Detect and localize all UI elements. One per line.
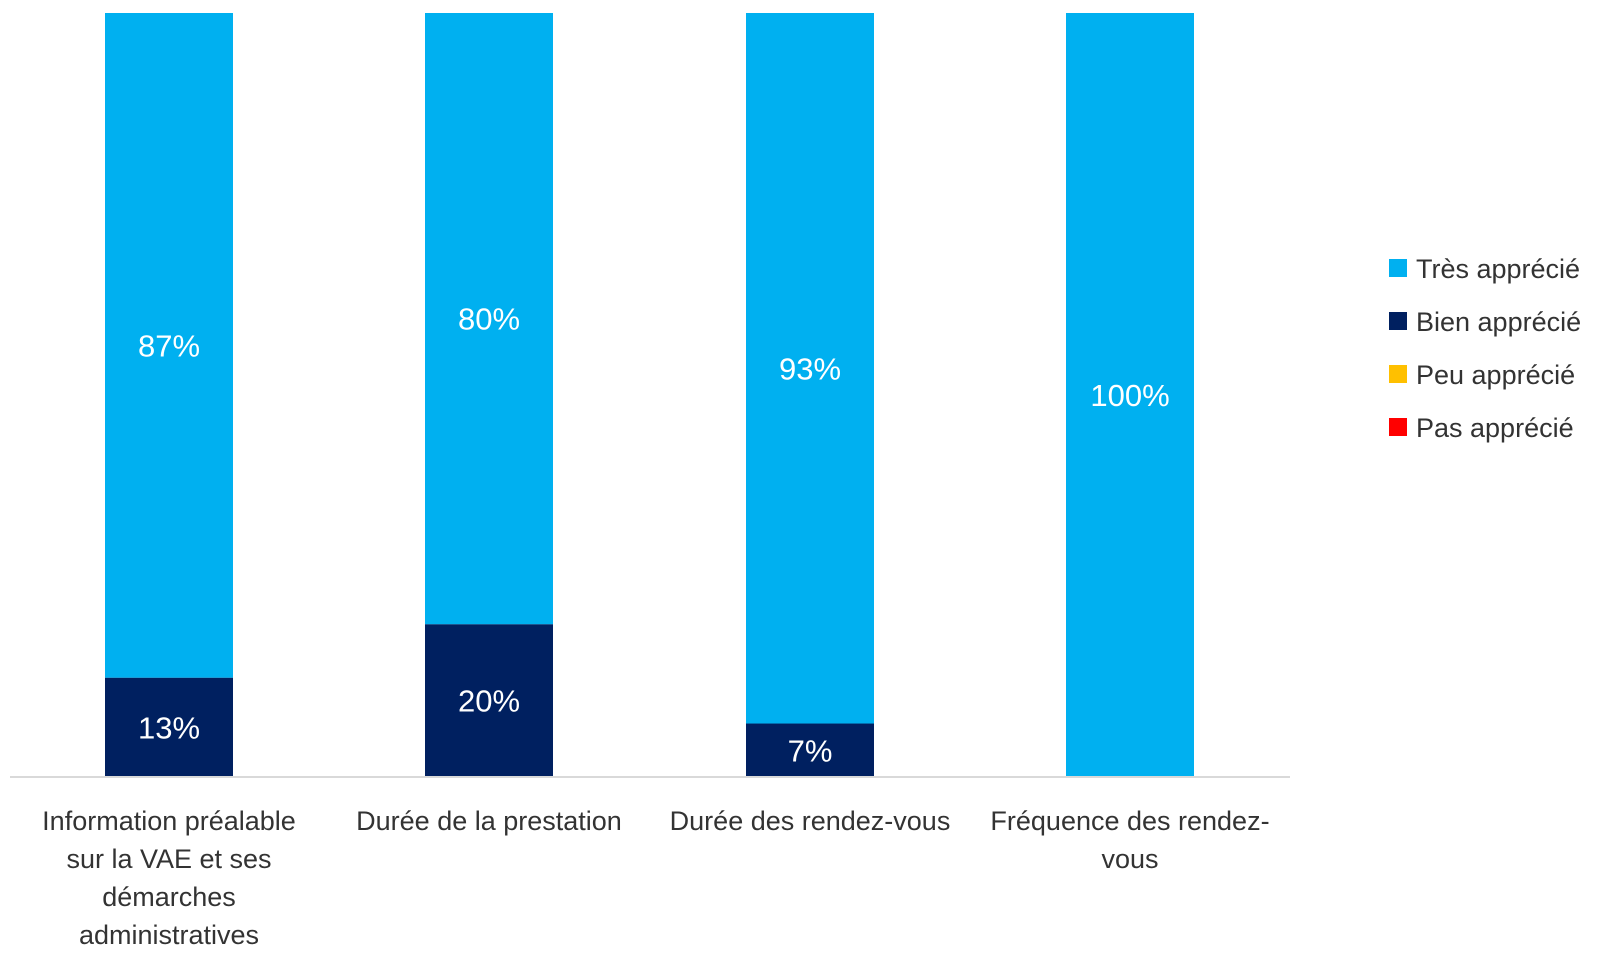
bars-layer <box>105 13 1194 777</box>
bar-value-label: 93% <box>779 351 841 386</box>
bar-value-label: 7% <box>788 733 833 768</box>
bar-value-label: 87% <box>138 328 200 363</box>
legend-label: Peu apprécié <box>1416 360 1575 390</box>
category-label-line: vous <box>1101 844 1158 874</box>
category-label: Durée de la prestation <box>356 806 622 836</box>
bar-tres-apprecie-0 <box>105 13 233 678</box>
category-label-line: Durée de la prestation <box>356 806 622 836</box>
legend-label: Très apprécié <box>1416 254 1580 284</box>
bar-tres-apprecie-1 <box>425 13 553 625</box>
bar-value-label: 20% <box>458 684 520 719</box>
bar-bien-apprecie-2 <box>746 723 874 777</box>
legend-swatch <box>1389 418 1407 436</box>
bar-value-label: 13% <box>138 710 200 745</box>
bar-tres-apprecie-2 <box>746 13 874 724</box>
legend-label: Bien apprécié <box>1416 307 1581 337</box>
bar-labels-layer: 13% 87% 20% 80% 7% 93% 100% <box>138 302 1170 769</box>
category-label-line: démarches <box>102 882 236 912</box>
category-label-line: Durée des rendez-vous <box>670 806 951 836</box>
bar-value-label: 100% <box>1090 378 1169 413</box>
legend-swatch <box>1389 312 1407 330</box>
category-labels-layer: Information préalable sur la VAE et ses dé… <box>42 806 1269 950</box>
bar-bien-apprecie-1 <box>425 624 553 777</box>
category-label: Durée des rendez-vous <box>670 806 951 836</box>
bar-tres-apprecie-3 <box>1066 13 1194 777</box>
legend-swatch <box>1389 365 1407 383</box>
bar-value-label: 80% <box>458 302 520 337</box>
legend-label: Pas apprécié <box>1416 413 1574 443</box>
legend-swatch <box>1389 259 1407 277</box>
bar-bien-apprecie-0 <box>105 677 233 777</box>
category-label: Fréquence des rendez-vous <box>990 806 1269 874</box>
category-label-line: Fréquence des rendez- <box>990 806 1269 836</box>
legend: Très apprécié Bien apprécié Peu apprécié Pa… <box>1389 254 1581 443</box>
category-label-line: Information préalable <box>42 806 296 836</box>
category-label-line: administratives <box>79 920 259 949</box>
category-label-line: sur la VAE et ses <box>66 844 271 874</box>
category-label: Information préalable sur la VAE et ses dé… <box>42 806 296 949</box>
